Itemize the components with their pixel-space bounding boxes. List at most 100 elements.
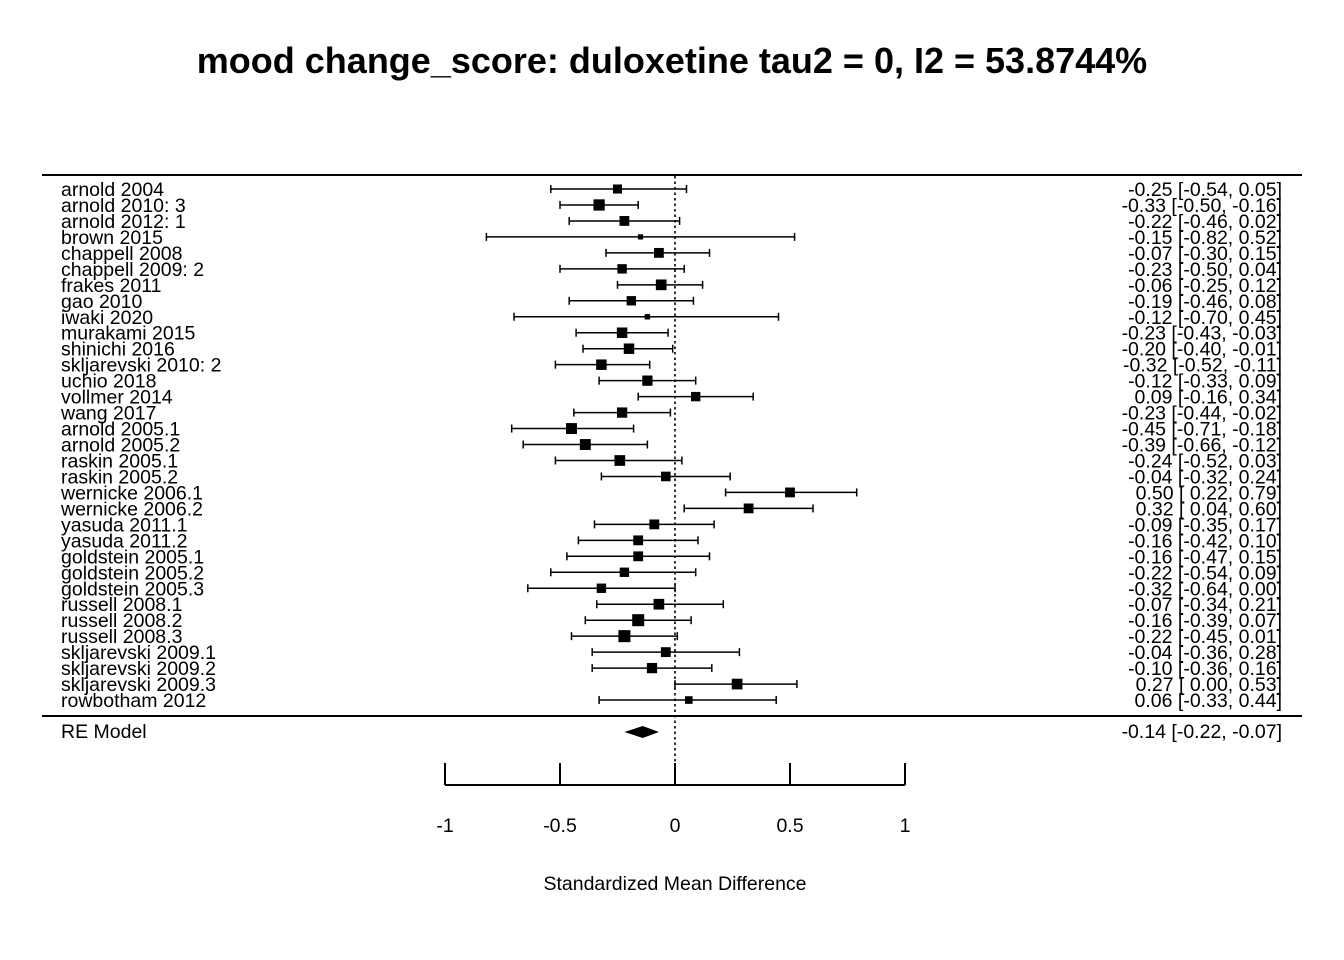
study-ci-text: -0.04 [-0.32, 0.24]	[1128, 466, 1282, 488]
study-ci-text: -0.12 [-0.70, 0.45]	[1128, 307, 1282, 329]
study-label: brown 2015	[61, 227, 163, 249]
x-axis: -1 -0.5 0 0.5 1	[436, 763, 910, 837]
study-ci-text: -0.09 [-0.35, 0.17]	[1128, 514, 1282, 536]
point-estimate	[649, 519, 660, 530]
study-label: arnold 2004	[61, 179, 164, 201]
study-row: goldstein 2005.3 -0.32 [-0.64, 0.00]	[61, 578, 1282, 600]
study-row: arnold 2005.2 -0.39 [-0.66, -0.12]	[61, 435, 1282, 457]
study-row: skljarevski 2009.2 -0.10 [-0.36, 0.16]	[61, 658, 1282, 680]
point-estimate	[626, 296, 636, 306]
point-estimate	[743, 503, 754, 514]
study-ci-text: -0.23 [-0.50, 0.04]	[1128, 259, 1282, 281]
study-label: arnold 2005.2	[61, 435, 180, 457]
study-label: arnold 2005.1	[61, 419, 180, 441]
point-estimate	[614, 455, 626, 466]
point-estimate	[612, 184, 623, 194]
study-label: yasuda 2011.1	[61, 514, 188, 536]
study-ci-text: -0.20 [-0.40, -0.01]	[1122, 339, 1282, 361]
study-row: skljarevski 2009.1 -0.04 [-0.36, 0.28]	[61, 642, 1282, 664]
study-label: goldstein 2005.2	[61, 562, 204, 584]
study-row: wernicke 2006.2 0.32 [ 0.04, 0.60]	[60, 498, 1282, 520]
study-row: russell 2008.1 -0.07 [-0.34, 0.21]	[61, 594, 1282, 616]
study-ci-text: -0.16 [-0.47, 0.15]	[1128, 546, 1282, 568]
study-row: raskin 2005.1 -0.24 [-0.52, 0.03]	[61, 450, 1282, 472]
x-tick-label: 0	[670, 815, 681, 837]
point-estimate	[633, 535, 644, 546]
study-row: murakami 2015 -0.23 [-0.43, -0.03]	[61, 323, 1282, 345]
point-estimate	[660, 647, 671, 658]
study-row: skljarevski 2010: 2 -0.32 [-0.52, -0.11]	[61, 355, 1282, 377]
study-label: arnold 2010: 3	[61, 195, 186, 217]
study-label: murakami 2015	[61, 323, 196, 345]
study-label: vollmer 2014	[61, 387, 173, 409]
study-ci-text: 0.50 [ 0.22, 0.79]	[1136, 482, 1282, 504]
point-estimate	[637, 234, 644, 240]
x-tick-label: 1	[900, 815, 911, 837]
study-ci-text: 0.32 [ 0.04, 0.60]	[1136, 498, 1282, 520]
study-label: wang 2017	[60, 403, 156, 425]
point-estimate	[661, 471, 671, 482]
study-row: raskin 2005.2 -0.04 [-0.32, 0.24]	[61, 466, 1282, 488]
summary-group: RE Model -0.14 [-0.22, -0.07]	[61, 721, 1282, 743]
study-ci-text: -0.04 [-0.36, 0.28]	[1128, 642, 1282, 664]
study-ci-text: -0.45 [-0.71, -0.18]	[1122, 419, 1282, 441]
point-estimate	[616, 407, 628, 418]
study-label: russell 2008.3	[61, 626, 182, 648]
summary-diamond	[624, 726, 659, 738]
point-estimate	[616, 327, 628, 338]
study-ci-text: -0.10 [-0.36, 0.16]	[1128, 658, 1282, 680]
point-estimate	[566, 423, 577, 435]
study-ci-text: -0.33 [-0.50, -0.16]	[1122, 195, 1282, 217]
study-ci-text: 0.09 [-0.16, 0.34]	[1135, 387, 1282, 409]
study-label: yasuda 2011.2	[61, 530, 188, 552]
study-ci-text: -0.39 [-0.66, -0.12]	[1122, 435, 1282, 457]
study-row: arnold 2012: 1 -0.22 [-0.46, 0.02]	[61, 211, 1282, 233]
study-row: gao 2010 -0.19 [-0.46, 0.08]	[61, 291, 1282, 313]
study-ci-text: -0.16 [-0.39, 0.07]	[1128, 610, 1282, 632]
study-label: skljarevski 2009.3	[61, 674, 216, 696]
study-label: wernicke 2006.2	[60, 498, 203, 520]
study-label: raskin 2005.1	[61, 450, 178, 472]
study-row: wang 2017 -0.23 [-0.44, -0.02]	[60, 403, 1282, 425]
point-estimate	[684, 696, 693, 704]
x-axis-label: Standardized Mean Difference	[543, 873, 806, 895]
studies-group: arnold 2004 -0.25 [-0.54, 0.05]arnold 201…	[60, 179, 1282, 712]
study-label: frakes 2011	[61, 275, 161, 297]
study-row: russell 2008.2 -0.16 [-0.39, 0.07]	[61, 610, 1282, 632]
study-row: goldstein 2005.1 -0.16 [-0.47, 0.15]	[61, 546, 1282, 568]
study-row: frakes 2011 -0.06 [-0.25, 0.12]	[61, 275, 1282, 297]
point-estimate	[579, 439, 591, 450]
study-ci-text: -0.25 [-0.54, 0.05]	[1128, 179, 1282, 201]
point-estimate	[623, 343, 635, 354]
study-row: goldstein 2005.2 -0.22 [-0.54, 0.09]	[61, 562, 1282, 584]
study-row: shinichi 2016 -0.20 [-0.40, -0.01]	[61, 339, 1282, 361]
chart-title: mood change_score: duloxetine tau2 = 0, …	[197, 40, 1147, 81]
study-ci-text: -0.15 [-0.82, 0.52]	[1128, 227, 1282, 249]
point-estimate	[633, 551, 644, 562]
study-row: arnold 2004 -0.25 [-0.54, 0.05]	[61, 179, 1282, 201]
study-ci-text: -0.23 [-0.44, -0.02]	[1122, 403, 1282, 425]
x-tick-label: -0.5	[543, 815, 577, 837]
point-estimate	[655, 279, 667, 291]
study-row: arnold 2010: 3 -0.33 [-0.50, -0.16]	[61, 195, 1282, 217]
point-estimate	[731, 678, 743, 690]
study-label: chappell 2008	[61, 243, 182, 265]
study-label: arnold 2012: 1	[61, 211, 186, 233]
point-estimate	[593, 199, 605, 211]
point-estimate	[619, 216, 630, 226]
point-estimate	[691, 391, 701, 402]
study-ci-text: -0.32 [-0.52, -0.11]	[1123, 355, 1282, 377]
study-ci-text: -0.32 [-0.64, 0.00]	[1128, 578, 1282, 600]
study-row: yasuda 2011.1 -0.09 [-0.35, 0.17]	[61, 514, 1282, 536]
study-label: uchio 2018	[61, 371, 156, 393]
study-ci-text: 0.06 [-0.33, 0.44]	[1135, 690, 1282, 712]
study-ci-text: 0.27 [ 0.00, 0.53]	[1136, 674, 1282, 696]
study-row: skljarevski 2009.3 0.27 [ 0.00, 0.53]	[61, 674, 1282, 696]
study-label: wernicke 2006.1	[60, 482, 203, 504]
study-label: raskin 2005.2	[61, 466, 178, 488]
point-estimate	[618, 630, 631, 643]
point-estimate	[617, 264, 627, 274]
study-ci-text: -0.07 [-0.30, 0.15]	[1128, 243, 1282, 265]
point-estimate	[785, 487, 795, 498]
study-ci-text: -0.06 [-0.25, 0.12]	[1128, 275, 1282, 297]
